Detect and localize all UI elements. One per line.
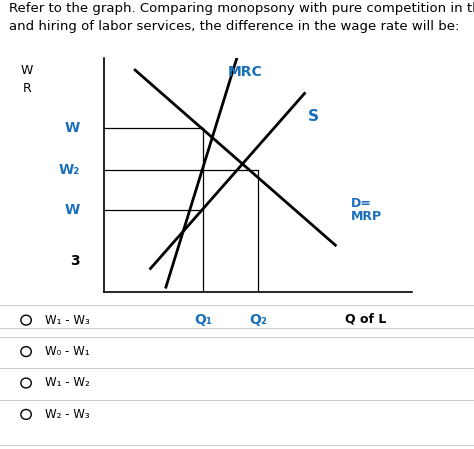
Text: MRP: MRP bbox=[351, 210, 382, 223]
Text: R: R bbox=[23, 82, 32, 95]
Text: W₂ - W₃: W₂ - W₃ bbox=[45, 408, 90, 421]
Text: Refer to the graph. Comparing monopsony with pure competition in the sale of out: Refer to the graph. Comparing monopsony … bbox=[9, 2, 474, 15]
Text: Q₂: Q₂ bbox=[249, 313, 267, 327]
Text: MRC: MRC bbox=[228, 66, 262, 79]
Text: S: S bbox=[308, 109, 319, 124]
Text: W₂: W₂ bbox=[58, 163, 80, 177]
Text: D=: D= bbox=[351, 197, 372, 210]
Text: W: W bbox=[64, 121, 80, 136]
Text: and hiring of labor services, the difference in the wage rate will be:: and hiring of labor services, the differ… bbox=[9, 20, 460, 33]
Text: W₁ - W₂: W₁ - W₂ bbox=[45, 377, 90, 389]
Text: 3: 3 bbox=[70, 255, 80, 269]
Text: W: W bbox=[64, 203, 80, 217]
Text: Q₁: Q₁ bbox=[194, 313, 212, 327]
Text: W₀ - W₁: W₀ - W₁ bbox=[45, 345, 90, 358]
Text: W: W bbox=[21, 64, 34, 76]
Text: Q of L: Q of L bbox=[346, 313, 387, 326]
Text: W₁ - W₃: W₁ - W₃ bbox=[45, 314, 90, 326]
